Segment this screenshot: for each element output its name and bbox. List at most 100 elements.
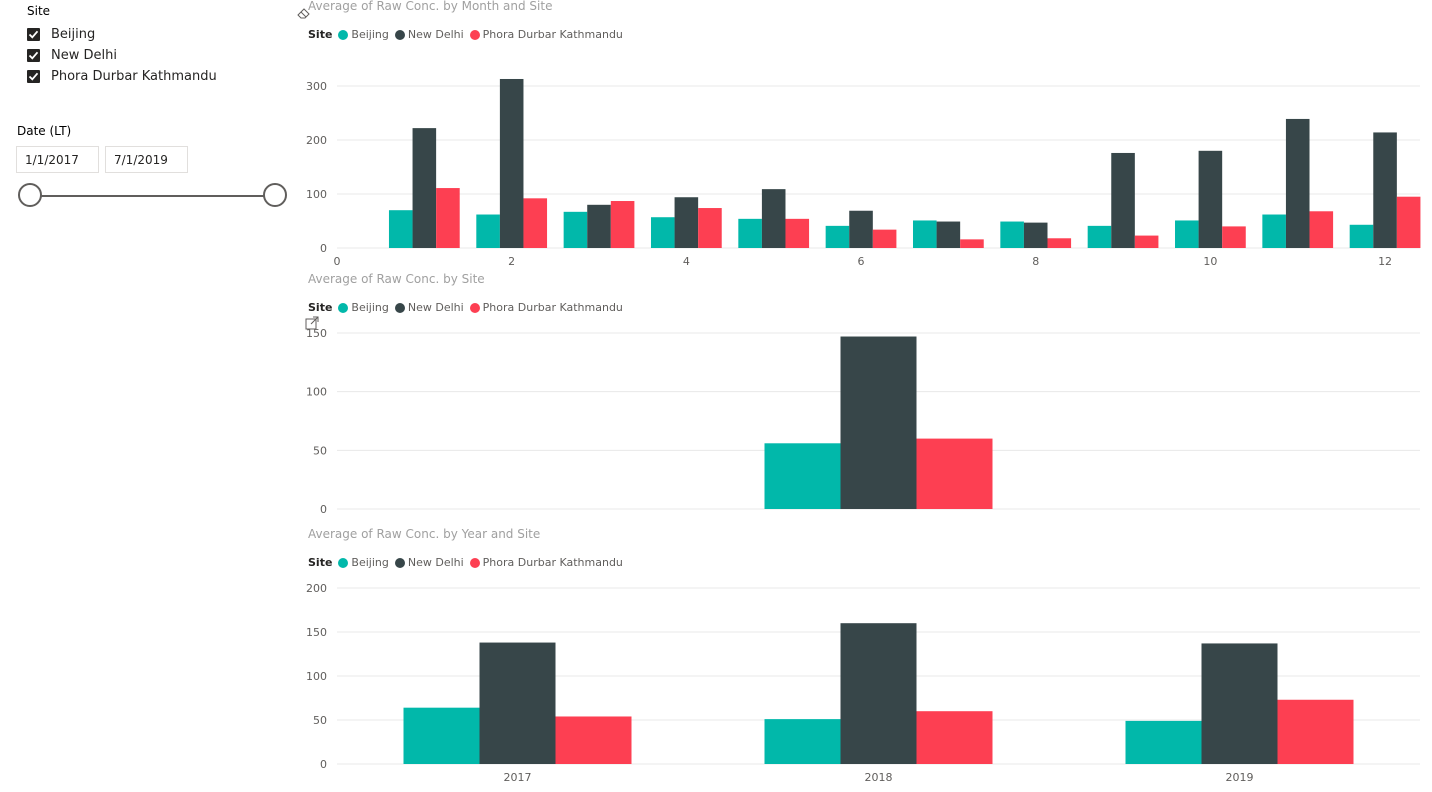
legend-dot-icon [394,557,405,568]
site-option-label: Phora Durbar Kathmandu [51,68,217,84]
bar [785,218,810,248]
checkbox-checked-icon[interactable] [27,27,40,41]
bar [1134,235,1159,248]
date-slider-track[interactable] [30,195,276,197]
bar [840,336,917,509]
y-tick-label: 100 [306,386,327,399]
bar [1198,150,1223,248]
bar [761,189,786,248]
chart-month-legend: Site Beijing New Delhi Phora Durbar Kath… [308,28,629,41]
legend-dot-icon [394,302,405,313]
x-tick-label: 4 [683,255,690,268]
y-tick-label: 200 [306,134,327,147]
bar [1309,211,1334,248]
site-option-beijing[interactable]: Beijing [27,25,95,43]
focus-mode-icon[interactable] [305,315,319,334]
chart-year-plot[interactable]: 0 50 100 150 200 2017 2018 2019 [300,575,1425,790]
legend-item-kathmandu[interactable]: Phora Durbar Kathmandu [469,301,623,314]
bar [499,78,524,248]
site-option-label: Beijing [51,26,96,42]
bar [1285,118,1310,248]
bar [1125,720,1202,764]
bar [555,716,632,764]
chart-year-legend: Site Beijing New Delhi Phora Durbar Kath… [308,556,629,569]
bar [960,239,984,248]
site-option-new-delhi[interactable]: New Delhi [27,46,117,64]
start-date-input[interactable] [16,146,99,173]
legend-label: New Delhi [407,556,464,569]
legend-dot-icon [469,29,480,40]
bar [610,201,635,248]
legend-title: Site [308,301,333,314]
bar [412,128,437,248]
bar [872,229,897,248]
site-option-label: New Delhi [51,47,117,63]
legend-item-new-delhi[interactable]: New Delhi [394,28,464,41]
bar [479,642,556,764]
legend-item-beijing[interactable]: Beijing [338,28,389,41]
bar [1262,214,1286,248]
x-tick-label: 2017 [504,771,532,784]
legend-label: Beijing [351,301,389,314]
legend-label: Phora Durbar Kathmandu [482,301,623,314]
bar [403,707,480,764]
legend-title: Site [308,556,333,569]
site-option-kathmandu[interactable]: Phora Durbar Kathmandu [27,67,217,85]
y-tick-label: 0 [320,758,327,771]
bar [916,711,993,764]
chart-month-title: Average of Raw Conc. by Month and Site [308,0,553,13]
bar [1000,221,1024,248]
chart-month-plot[interactable]: 0 100 200 300 0 2 4 6 8 10 12 [300,70,1425,270]
y-tick-label: 0 [320,503,327,516]
chart-site-legend: Site Beijing New Delhi Phora Durbar Kath… [308,301,629,314]
legend-item-kathmandu[interactable]: Phora Durbar Kathmandu [469,28,623,41]
bar [1396,196,1421,248]
chart-year-title: Average of Raw Conc. by Year and Site [308,527,541,541]
y-tick-label: 0 [320,242,327,255]
bar [916,438,993,509]
bar [1175,220,1199,248]
bar [674,197,699,248]
bar [476,214,500,248]
legend-item-beijing[interactable]: Beijing [338,556,389,569]
x-tick-label: 2019 [1226,771,1254,784]
y-tick-label: 50 [313,714,327,727]
legend-dot-icon [394,29,405,40]
bar [1201,643,1278,764]
legend-item-new-delhi[interactable]: New Delhi [394,301,464,314]
date-slider-end-handle[interactable] [263,183,287,207]
legend-dot-icon [338,29,349,40]
legend-title: Site [308,28,333,41]
x-tick-label: 2018 [865,771,893,784]
bar [840,623,917,764]
site-slicer-title: Site [27,4,51,18]
bar [849,210,873,248]
checkbox-checked-icon[interactable] [27,69,40,83]
bar [738,218,762,248]
legend-label: Phora Durbar Kathmandu [482,556,623,569]
date-slider-start-handle[interactable] [18,183,42,207]
bar [1111,152,1135,248]
checkbox-checked-icon[interactable] [27,48,40,62]
bar [587,204,611,248]
y-tick-label: 100 [306,670,327,683]
legend-dot-icon [338,557,349,568]
bar [563,211,588,248]
legend-item-new-delhi[interactable]: New Delhi [394,556,464,569]
bar [523,198,548,248]
bar [764,443,841,509]
eraser-icon[interactable] [297,4,311,23]
legend-dot-icon [469,557,480,568]
bar [912,220,937,248]
legend-item-beijing[interactable]: Beijing [338,301,389,314]
legend-item-kathmandu[interactable]: Phora Durbar Kathmandu [469,556,623,569]
legend-dot-icon [469,302,480,313]
x-tick-label: 0 [334,255,341,268]
bar [764,719,841,764]
chart-site-plot[interactable]: 0 50 100 150 [300,320,1425,520]
bar [698,208,722,248]
x-tick-label: 2 [508,255,515,268]
legend-label: New Delhi [407,301,464,314]
bar [650,217,675,248]
end-date-input[interactable] [105,146,188,173]
